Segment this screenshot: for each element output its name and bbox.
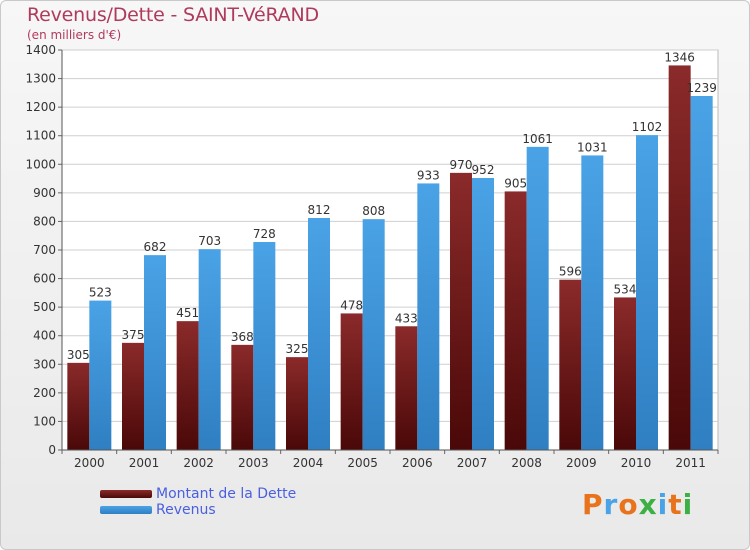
bar-revenue xyxy=(198,249,221,450)
y-tick-label: 400 xyxy=(33,329,56,343)
logo-letter: x xyxy=(638,488,658,521)
y-tick-label: 1100 xyxy=(25,129,56,143)
bar-debt xyxy=(559,279,582,450)
y-tick-label: 700 xyxy=(33,243,56,257)
data-label: 305 xyxy=(67,348,90,362)
data-label: 970 xyxy=(450,158,473,172)
legend-swatch-revenue xyxy=(100,506,152,514)
logo-letter: P xyxy=(582,488,604,521)
data-label: 1346 xyxy=(664,50,695,64)
data-label: 523 xyxy=(89,286,112,300)
legend-item-debt: Montant de la Dette xyxy=(100,486,296,502)
data-label: 1031 xyxy=(577,140,608,154)
y-tick-label: 200 xyxy=(33,386,56,400)
bar-revenue xyxy=(362,219,385,450)
logo-letter: i xyxy=(657,488,669,521)
data-label: 368 xyxy=(231,330,254,344)
y-tick-label: 600 xyxy=(33,272,56,286)
x-tick-label: 2002 xyxy=(183,456,214,470)
bar-revenue xyxy=(417,183,440,450)
x-tick-label: 2009 xyxy=(566,456,597,470)
data-label: 451 xyxy=(176,306,199,320)
bar-revenue xyxy=(308,218,330,450)
y-tick-label: 900 xyxy=(33,186,56,200)
data-label: 682 xyxy=(144,240,167,254)
bar-debt xyxy=(450,172,472,450)
logo-letter: o xyxy=(618,488,639,521)
data-label: 375 xyxy=(122,328,145,342)
y-tick-label: 1300 xyxy=(25,72,56,86)
data-label: 933 xyxy=(417,168,440,182)
y-tick-label: 100 xyxy=(33,414,56,428)
bar-debt xyxy=(176,321,199,450)
x-tick-label: 2007 xyxy=(457,456,488,470)
x-tick-label: 2003 xyxy=(238,456,269,470)
proxiti-logo: Proxiti xyxy=(582,488,693,521)
legend-swatch-debt xyxy=(100,490,152,498)
bar-debt xyxy=(286,357,308,450)
bar-debt xyxy=(340,313,363,450)
data-label: 325 xyxy=(286,342,309,356)
y-tick-label: 1000 xyxy=(25,157,56,171)
logo-letter: i xyxy=(682,488,694,521)
data-label: 1239 xyxy=(686,81,717,95)
bar-debt xyxy=(504,191,527,450)
data-label: 478 xyxy=(340,298,363,312)
bar-revenue xyxy=(253,242,276,450)
bar-revenue xyxy=(472,178,494,450)
data-label: 596 xyxy=(559,265,582,279)
chart-title: Revenus/Dette - SAINT-VéRAND xyxy=(27,4,319,26)
x-tick-label: 2004 xyxy=(293,456,324,470)
data-label: 952 xyxy=(472,163,495,177)
chart-subtitle: (en milliers d'€) xyxy=(27,28,122,42)
data-label: 703 xyxy=(198,234,221,248)
bar-revenue xyxy=(636,135,658,450)
y-tick-label: 1200 xyxy=(25,100,56,114)
data-label: 812 xyxy=(308,203,331,217)
y-tick-label: 500 xyxy=(33,300,56,314)
y-tick-label: 300 xyxy=(33,357,56,371)
data-label: 905 xyxy=(504,176,527,190)
logo-letter: t xyxy=(668,488,683,521)
x-tick-label: 2008 xyxy=(511,456,542,470)
data-label: 728 xyxy=(253,227,276,241)
bar-debt xyxy=(122,342,144,450)
bar-revenue xyxy=(526,146,549,450)
data-label: 1102 xyxy=(632,120,663,134)
x-tick-label: 2011 xyxy=(675,456,706,470)
legend-item-revenue: Revenus xyxy=(100,502,296,518)
bar-debt xyxy=(67,362,90,450)
y-tick-label: 0 xyxy=(48,443,56,457)
y-tick-label: 800 xyxy=(33,214,56,228)
x-tick-label: 2000 xyxy=(74,456,105,470)
legend-label-debt: Montant de la Dette xyxy=(156,486,297,502)
x-tick-label: 2001 xyxy=(129,456,160,470)
x-tick-label: 2006 xyxy=(402,456,433,470)
chart-legend: Montant de la Dette Revenus xyxy=(100,486,296,518)
data-label: 433 xyxy=(395,311,418,325)
data-label: 1061 xyxy=(522,132,553,146)
bar-debt xyxy=(395,326,418,450)
legend-label-revenue: Revenus xyxy=(156,502,216,518)
data-label: 534 xyxy=(614,282,637,296)
bar-revenue xyxy=(581,155,604,450)
bar-debt xyxy=(231,344,254,450)
logo-letter: r xyxy=(603,488,619,521)
bar-debt xyxy=(614,297,636,450)
data-label: 808 xyxy=(362,204,385,218)
x-tick-label: 2010 xyxy=(621,456,652,470)
bar-revenue xyxy=(89,300,112,450)
y-tick-label: 1400 xyxy=(25,43,56,57)
bar-debt xyxy=(668,65,691,450)
x-tick-label: 2005 xyxy=(347,456,378,470)
bar-revenue xyxy=(144,255,166,450)
bar-revenue xyxy=(690,96,713,450)
